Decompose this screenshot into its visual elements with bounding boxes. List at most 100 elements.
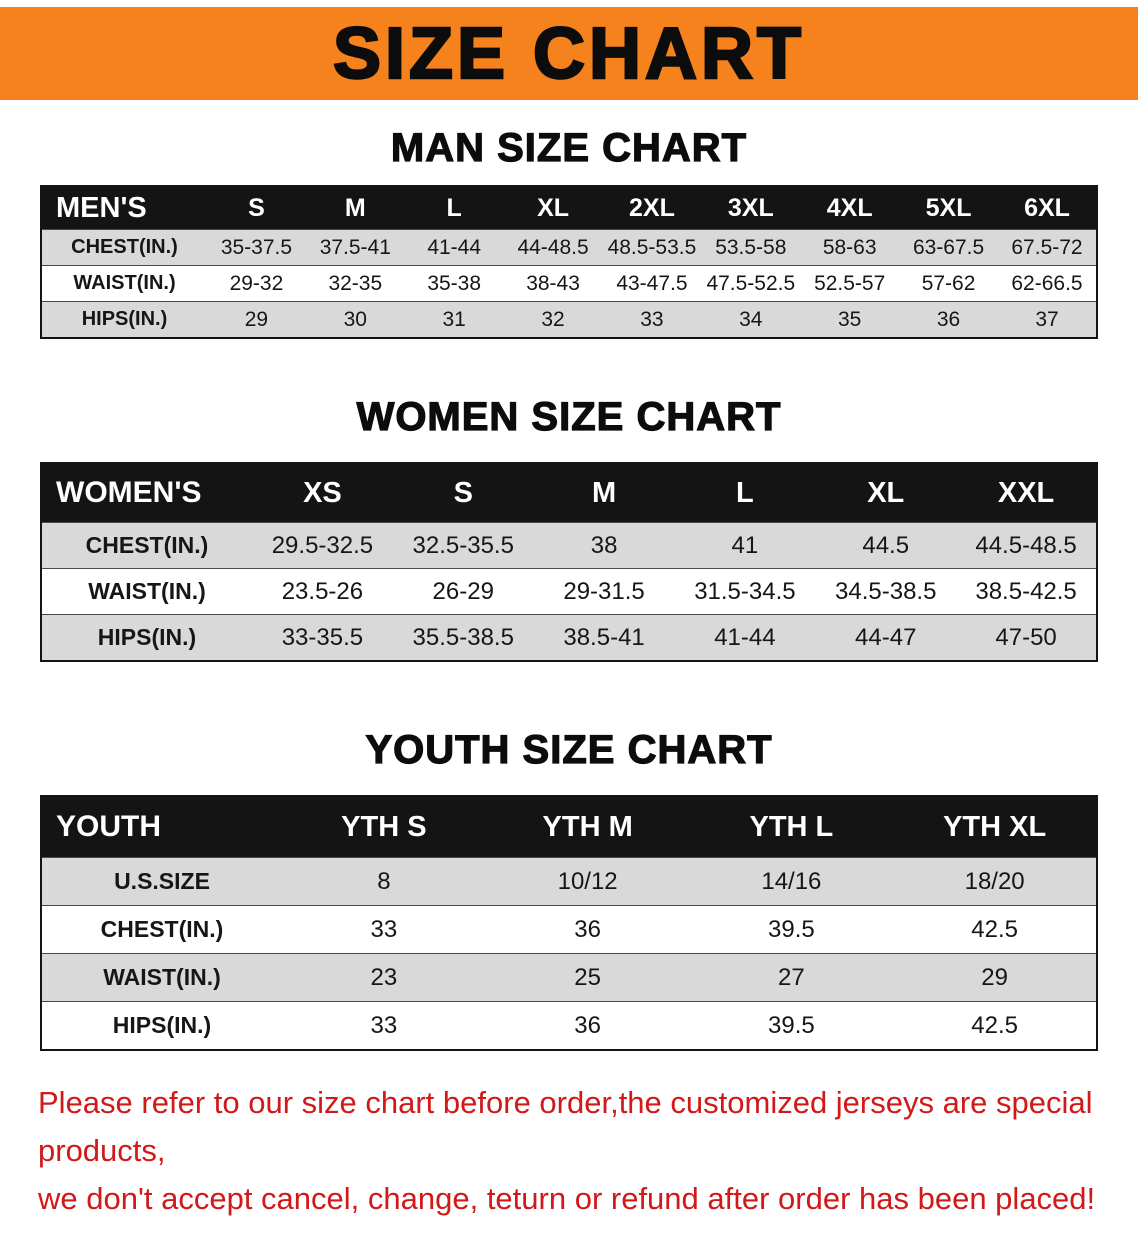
row-label-cell: HIPS(IN.)	[41, 301, 207, 338]
table-title-cell: MEN'S	[41, 186, 207, 230]
size-header-cell: XXL	[956, 463, 1097, 523]
row-label-cell: CHEST(IN.)	[41, 229, 207, 266]
size-value-cell: 35-37.5	[207, 229, 306, 266]
size-chart-page: SIZE CHART MAN SIZE CHART MEN'S S M L XL 2XL 3…	[0, 7, 1138, 1233]
size-header-cell: L	[674, 463, 816, 523]
size-value-cell: 33	[282, 905, 486, 954]
size-header-cell: 3XL	[701, 186, 801, 230]
size-header-cell: 6XL	[998, 186, 1097, 230]
women-section-heading: WOMEN SIZE CHART	[356, 394, 782, 439]
size-value-cell: 37.5-41	[305, 229, 405, 266]
row-label-cell: WAIST(IN.)	[41, 265, 207, 302]
size-value-cell: 41-44	[674, 614, 816, 661]
size-value-cell: 36	[899, 301, 998, 338]
size-header-cell: XS	[252, 463, 393, 523]
table-row: CHEST(IN.) 35-37.5 37.5-41 41-44 44-48.5 48.5…	[41, 229, 1097, 266]
size-value-cell: 25	[485, 953, 690, 1002]
table-row: CHEST(IN.) 29.5-32.5 32.5-35.5 38 41 44.5 44.5…	[41, 522, 1097, 569]
men-size-table: MEN'S S M L XL 2XL 3XL 4XL 5XL 6XL CHEST(IN.) 35-37…	[40, 185, 1098, 339]
size-value-cell: 52.5-57	[800, 265, 900, 302]
size-header-cell: XL	[815, 463, 957, 523]
footer-note-line-1: Please refer to our size chart before or…	[38, 1085, 1093, 1169]
size-header-cell: YTH XL	[893, 796, 1097, 858]
size-value-cell: 44-47	[815, 614, 957, 661]
size-value-cell: 32	[503, 301, 603, 338]
size-value-cell: 38.5-42.5	[956, 568, 1097, 615]
size-value-cell: 53.5-58	[701, 229, 801, 266]
footer-note: Please refer to our size chart before or…	[0, 1079, 1138, 1223]
size-value-cell: 38	[533, 522, 675, 569]
table-row: WAIST(IN.) 23.5-26 26-29 29-31.5 31.5-34.5 34…	[41, 568, 1097, 615]
row-label-cell: CHEST(IN.)	[41, 522, 252, 569]
size-value-cell: 29-32	[207, 265, 306, 302]
size-value-cell: 33	[282, 1001, 486, 1050]
table-row: HIPS(IN.) 33 36 39.5 42.5	[41, 1001, 1097, 1050]
size-value-cell: 35-38	[404, 265, 504, 302]
size-value-cell: 44.5	[815, 522, 957, 569]
size-value-cell: 37	[998, 301, 1097, 338]
table-title-cell: YOUTH	[41, 796, 282, 858]
table-title-cell: WOMEN'S	[41, 463, 252, 523]
size-value-cell: 42.5	[893, 1001, 1097, 1050]
size-value-cell: 43-47.5	[602, 265, 702, 302]
size-value-cell: 31	[404, 301, 504, 338]
row-label-cell: HIPS(IN.)	[41, 1001, 282, 1050]
size-value-cell: 44.5-48.5	[956, 522, 1097, 569]
table-header-row: WOMEN'S XS S M L XL XXL	[41, 463, 1097, 523]
table-row: WAIST(IN.) 29-32 32-35 35-38 38-43 43-47.5 47.…	[41, 265, 1097, 302]
size-value-cell: 36	[485, 1001, 690, 1050]
size-value-cell: 34.5-38.5	[815, 568, 957, 615]
size-value-cell: 8	[282, 857, 486, 906]
size-value-cell: 48.5-53.5	[602, 229, 702, 266]
women-section: WOMEN SIZE CHART WOMEN'S XS S M L XL XXL CHEST(…	[0, 394, 1138, 662]
size-header-cell: 4XL	[800, 186, 900, 230]
size-value-cell: 47-50	[956, 614, 1097, 661]
row-label-cell: U.S.SIZE	[41, 857, 282, 906]
size-header-cell: M	[533, 463, 675, 523]
size-value-cell: 34	[701, 301, 801, 338]
row-label-cell: WAIST(IN.)	[41, 953, 282, 1002]
size-value-cell: 29	[207, 301, 306, 338]
size-value-cell: 33-35.5	[252, 614, 393, 661]
size-value-cell: 35.5-38.5	[392, 614, 534, 661]
size-value-cell: 27	[689, 953, 894, 1002]
size-value-cell: 31.5-34.5	[674, 568, 816, 615]
size-header-cell: L	[404, 186, 504, 230]
size-header-cell: M	[305, 186, 405, 230]
size-value-cell: 32.5-35.5	[392, 522, 534, 569]
size-value-cell: 62-66.5	[998, 265, 1097, 302]
size-value-cell: 33	[602, 301, 702, 338]
youth-section-heading: YOUTH SIZE CHART	[365, 727, 773, 772]
size-chart-title: SIZE CHART	[332, 13, 805, 94]
row-label-cell: WAIST(IN.)	[41, 568, 252, 615]
size-value-cell: 29	[893, 953, 1097, 1002]
size-value-cell: 38.5-41	[533, 614, 675, 661]
size-value-cell: 23	[282, 953, 486, 1002]
size-value-cell: 57-62	[899, 265, 998, 302]
youth-size-table: YOUTH YTH S YTH M YTH L YTH XL U.S.SIZE 8 10/12…	[40, 795, 1098, 1051]
table-row: HIPS(IN.) 29 30 31 32 33 34 35 36 37	[41, 301, 1097, 338]
size-value-cell: 30	[305, 301, 405, 338]
size-header-cell: S	[392, 463, 534, 523]
table-row: HIPS(IN.) 33-35.5 35.5-38.5 38.5-41 41-44 44-…	[41, 614, 1097, 661]
size-value-cell: 26-29	[392, 568, 534, 615]
size-value-cell: 47.5-52.5	[701, 265, 801, 302]
size-value-cell: 38-43	[503, 265, 603, 302]
size-value-cell: 44-48.5	[503, 229, 603, 266]
youth-section: YOUTH SIZE CHART YOUTH YTH S YTH M YTH L YTH…	[0, 727, 1138, 1051]
size-value-cell: 39.5	[689, 1001, 894, 1050]
size-header-cell: 5XL	[899, 186, 998, 230]
women-size-table: WOMEN'S XS S M L XL XXL CHEST(IN.) 29.5-32.5 32.5…	[40, 462, 1098, 662]
size-value-cell: 41	[674, 522, 816, 569]
size-value-cell: 35	[800, 301, 900, 338]
size-value-cell: 29-31.5	[533, 568, 675, 615]
table-header-row: YOUTH YTH S YTH M YTH L YTH XL	[41, 796, 1097, 858]
size-header-cell: YTH M	[485, 796, 690, 858]
table-row: WAIST(IN.) 23 25 27 29	[41, 953, 1097, 1002]
size-value-cell: 32-35	[305, 265, 405, 302]
size-value-cell: 10/12	[485, 857, 690, 906]
size-value-cell: 41-44	[404, 229, 504, 266]
table-row: U.S.SIZE 8 10/12 14/16 18/20	[41, 857, 1097, 906]
size-header-cell: 2XL	[602, 186, 702, 230]
size-header-cell: YTH S	[282, 796, 486, 858]
